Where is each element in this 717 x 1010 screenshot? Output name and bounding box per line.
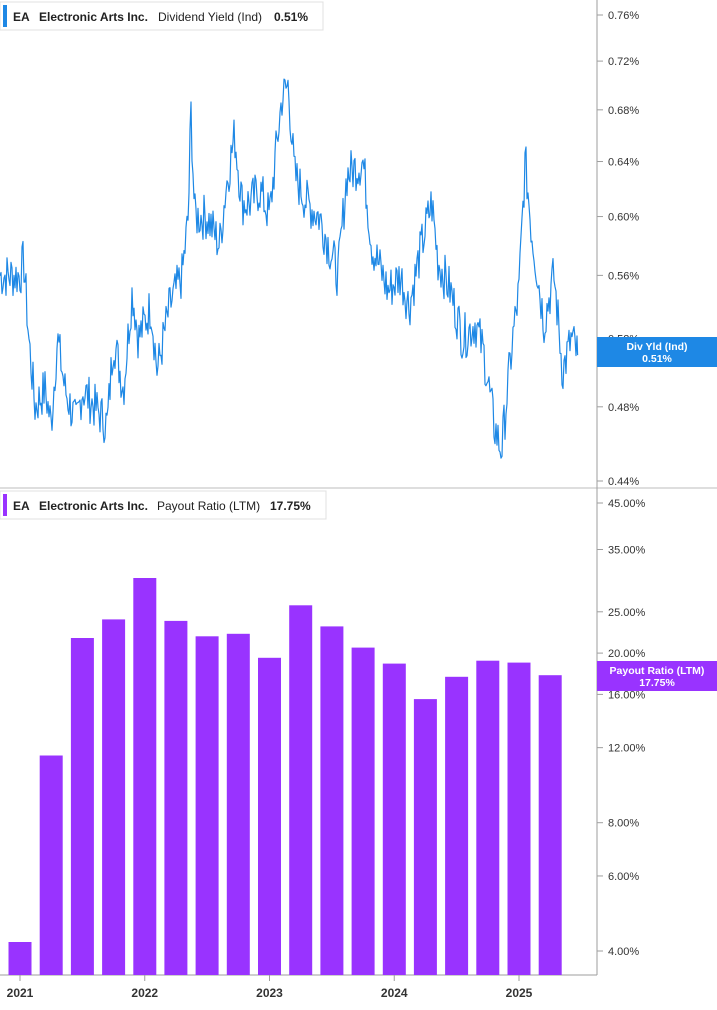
top-y-axis: 0.76%0.72%0.68%0.64%0.60%0.56%0.52%0.48%… [597, 10, 639, 488]
payout-ratio-bar [476, 660, 500, 975]
top-y-tick-label: 0.72% [608, 56, 639, 68]
payout-ratio-bar [320, 626, 344, 975]
bottom-legend-value: 17.75% [270, 499, 311, 513]
payout-ratio-bar [8, 942, 32, 975]
top-y-tick-label: 0.44% [608, 476, 639, 488]
payout-ratio-bar [445, 676, 469, 975]
bottom-legend: EA Electronic Arts Inc. Payout Ratio (LT… [0, 490, 327, 520]
x-tick-label: 2025 [506, 986, 533, 1000]
payout-ratio-bar [39, 755, 63, 975]
bottom-y-tick-label: 8.00% [608, 818, 639, 830]
bottom-legend-box [0, 490, 327, 520]
payout-ratio-bar [258, 657, 281, 975]
top-y-tick-label: 0.64% [608, 157, 639, 169]
payout-ratio-bar [133, 578, 157, 975]
top-value-badge-label: Div Yld (Ind) [626, 341, 687, 353]
bottom-y-tick-label: 12.00% [608, 743, 646, 755]
x-tick-label: 2024 [381, 986, 408, 1000]
top-legend: EA Electronic Arts Inc. Dividend Yield (… [0, 1, 324, 31]
bottom-value-badge-value: 17.75% [639, 677, 675, 689]
top-value-badge: Div Yld (Ind) 0.51% [597, 337, 717, 367]
bottom-y-tick-label: 35.00% [608, 545, 646, 557]
top-value-badge-value: 0.51% [642, 353, 672, 365]
bottom-legend-metric: Payout Ratio (LTM) [157, 499, 260, 513]
bottom-y-tick-label: 6.00% [608, 871, 639, 883]
payout-ratio-bar [70, 638, 94, 975]
payout-ratio-bar [164, 620, 188, 975]
bottom-y-axis: 45.00% 35.00% 25.00% 20.00% 16.00% 12.00% 8.00… [597, 498, 646, 958]
dividend-yield-series [0, 78, 579, 459]
bottom-legend-swatch [3, 494, 7, 516]
x-axis: 2021 2022 2023 2024 2025 [7, 975, 533, 1000]
bottom-value-badge-box [597, 661, 717, 691]
x-tick-label: 2023 [256, 986, 283, 1000]
top-y-tick-label: 0.56% [608, 270, 639, 282]
bottom-y-tick-label: 4.00% [608, 946, 639, 958]
payout-ratio-bar [413, 699, 437, 975]
bottom-y-tick-label: 25.00% [608, 607, 646, 619]
payout-ratio-bar [195, 636, 219, 975]
payout-ratio-bar [538, 675, 562, 975]
top-legend-metric: Dividend Yield (Ind) [158, 10, 262, 24]
payout-ratio-bar [507, 662, 531, 975]
payout-ratio-bar [289, 605, 313, 975]
top-legend-box [0, 1, 324, 31]
bottom-value-badge-label: Payout Ratio (LTM) [610, 665, 705, 677]
payout-ratio-bar [102, 619, 126, 975]
bottom-value-badge: Payout Ratio (LTM) 17.75% [597, 661, 717, 691]
top-legend-company: Electronic Arts Inc. [39, 10, 148, 24]
bottom-y-tick-label: 20.00% [608, 648, 646, 660]
top-y-tick-label: 0.60% [608, 212, 639, 224]
top-y-tick-label: 0.68% [608, 105, 639, 117]
bottom-y-tick-label: 45.00% [608, 498, 646, 510]
top-legend-ticker: EA [13, 10, 30, 24]
payout-ratio-bar [382, 663, 406, 975]
top-value-badge-box [597, 337, 717, 367]
x-tick-label: 2021 [7, 986, 34, 1000]
dividend-yield-line [0, 78, 579, 459]
bottom-legend-company: Electronic Arts Inc. [39, 499, 148, 513]
bottom-y-tick-label: 16.00% [608, 689, 646, 701]
top-legend-value: 0.51% [274, 10, 308, 24]
payout-ratio-series [8, 578, 562, 975]
top-y-tick-label: 0.76% [608, 10, 639, 22]
top-legend-swatch [3, 5, 7, 27]
payout-ratio-bar [226, 633, 250, 975]
bottom-legend-ticker: EA [13, 499, 30, 513]
payout-ratio-bar [351, 647, 375, 975]
top-y-tick-label: 0.48% [608, 402, 639, 414]
x-tick-label: 2022 [131, 986, 158, 1000]
